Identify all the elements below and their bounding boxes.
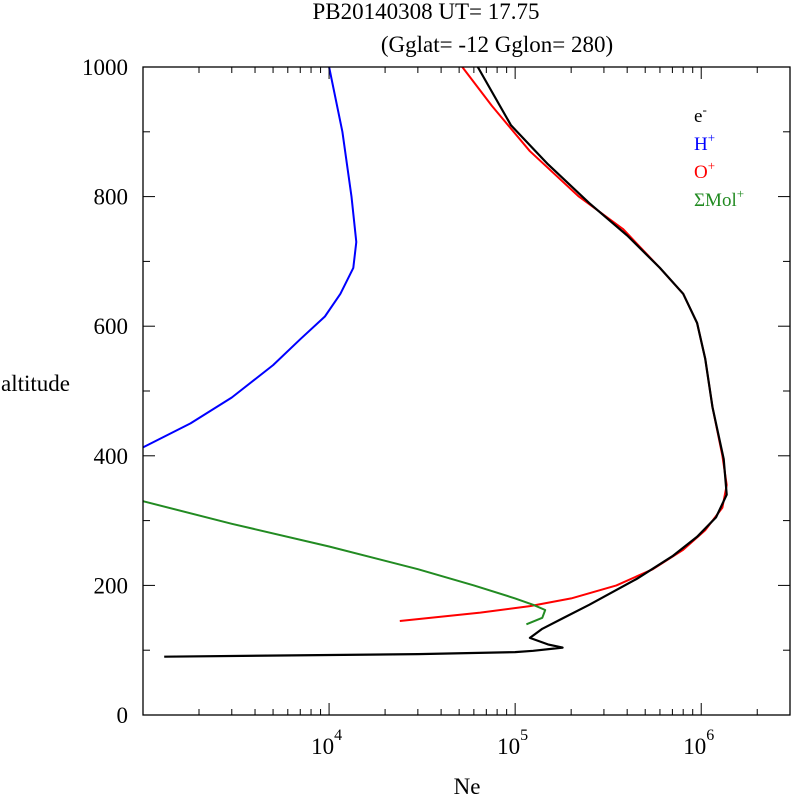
y-tick-label: 0 [117, 703, 129, 728]
y-axis-ticks: 0 200 400 600 800 1000 [82, 55, 790, 728]
legend: e- H+ O+ ΣMol+ [694, 102, 744, 211]
x-axis-label: Ne [454, 774, 481, 796]
legend-superscript: - [702, 102, 706, 117]
y-tick-label: 400 [94, 444, 129, 469]
chart-title-line2: (Gglat= -12 Gglon= 280) [381, 32, 613, 57]
x-tick-exponent: 5 [520, 727, 528, 744]
legend-label-0: e- [694, 102, 707, 127]
legend-superscript: + [708, 158, 715, 173]
series-line-3 [142, 500, 547, 626]
x-tick-label: 10 [497, 734, 520, 759]
y-tick-label: 200 [94, 573, 129, 598]
legend-label-1: H+ [694, 130, 715, 155]
series-line-0 [164, 66, 728, 658]
legend-superscript: + [708, 130, 715, 145]
legend-label-2: O+ [694, 158, 715, 183]
legend-label-3: ΣMol+ [694, 186, 744, 211]
y-tick-label: 1000 [82, 55, 128, 80]
series-lines [142, 66, 728, 658]
series-line-1 [142, 66, 358, 449]
chart-title-line1: PB20140308 UT= 17.75 [312, 0, 539, 24]
y-tick-label: 600 [94, 314, 129, 339]
x-tick-label: 10 [311, 734, 334, 759]
series-line-2 [399, 66, 728, 622]
x-tick-label: 10 [683, 734, 706, 759]
y-axis-label: altitude [1, 371, 70, 396]
x-tick-exponent: 6 [706, 727, 714, 744]
x-tick-exponent: 4 [334, 727, 342, 744]
y-tick-label: 800 [94, 185, 129, 210]
x-axis-ticks: 10 4 10 5 10 6 [142, 67, 791, 759]
legend-superscript: + [737, 186, 744, 201]
